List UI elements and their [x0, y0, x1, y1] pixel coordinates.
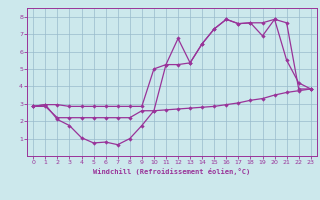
X-axis label: Windchill (Refroidissement éolien,°C): Windchill (Refroidissement éolien,°C) — [93, 168, 251, 175]
